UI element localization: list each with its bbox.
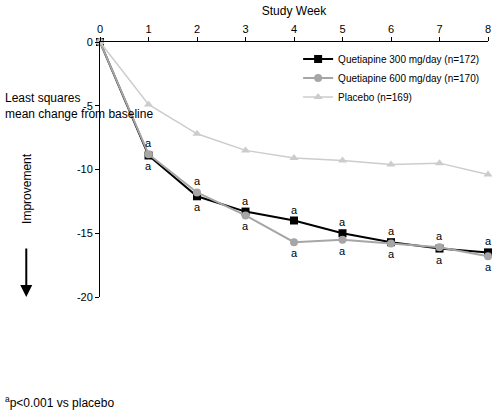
svg-text:a: a <box>242 220 249 232</box>
svg-text:-20: -20 <box>77 291 93 303</box>
svg-text:a: a <box>194 175 201 187</box>
svg-text:0: 0 <box>97 23 103 35</box>
svg-text:-5: -5 <box>83 100 93 112</box>
svg-text:3: 3 <box>242 23 248 35</box>
svg-text:a: a <box>436 230 443 242</box>
svg-text:Quetiapine 300 mg/day (n=172): Quetiapine 300 mg/day (n=172) <box>338 54 479 65</box>
svg-text:a: a <box>436 254 443 266</box>
svg-text:a: a <box>339 245 346 257</box>
svg-text:7: 7 <box>436 23 442 35</box>
svg-text:a: a <box>388 248 395 260</box>
svg-text:Study Week: Study Week <box>262 4 327 18</box>
svg-text:a: a <box>388 225 395 237</box>
svg-text:8: 8 <box>485 23 491 35</box>
svg-text:a: a <box>485 235 492 247</box>
svg-text:-10: -10 <box>77 163 93 175</box>
svg-text:a: a <box>339 216 346 228</box>
svg-text:Placebo (n=169): Placebo (n=169) <box>338 92 412 103</box>
svg-text:2: 2 <box>194 23 200 35</box>
svg-text:a: a <box>291 247 298 259</box>
svg-text:a: a <box>485 261 492 273</box>
svg-text:a: a <box>291 204 298 216</box>
svg-text:Improvement: Improvement <box>20 153 34 224</box>
svg-text:Least squaresmean change from: Least squaresmean change from baseline <box>5 91 153 121</box>
svg-text:6: 6 <box>388 23 394 35</box>
svg-text:1: 1 <box>145 23 151 35</box>
svg-text:a: a <box>145 137 152 149</box>
svg-text:Quetiapine 600 mg/day (n=170): Quetiapine 600 mg/day (n=170) <box>338 73 479 84</box>
svg-text:5: 5 <box>339 23 345 35</box>
svg-text:a: a <box>194 201 201 213</box>
svg-text:4: 4 <box>291 23 297 35</box>
svg-text:-15: -15 <box>77 227 93 239</box>
svg-text:0: 0 <box>87 36 93 48</box>
svg-text:​a​p<0.001 vs placebo: ​a​p<0.001 vs placebo <box>5 394 114 410</box>
svg-text:a: a <box>145 160 152 172</box>
svg-text:a: a <box>242 195 249 207</box>
